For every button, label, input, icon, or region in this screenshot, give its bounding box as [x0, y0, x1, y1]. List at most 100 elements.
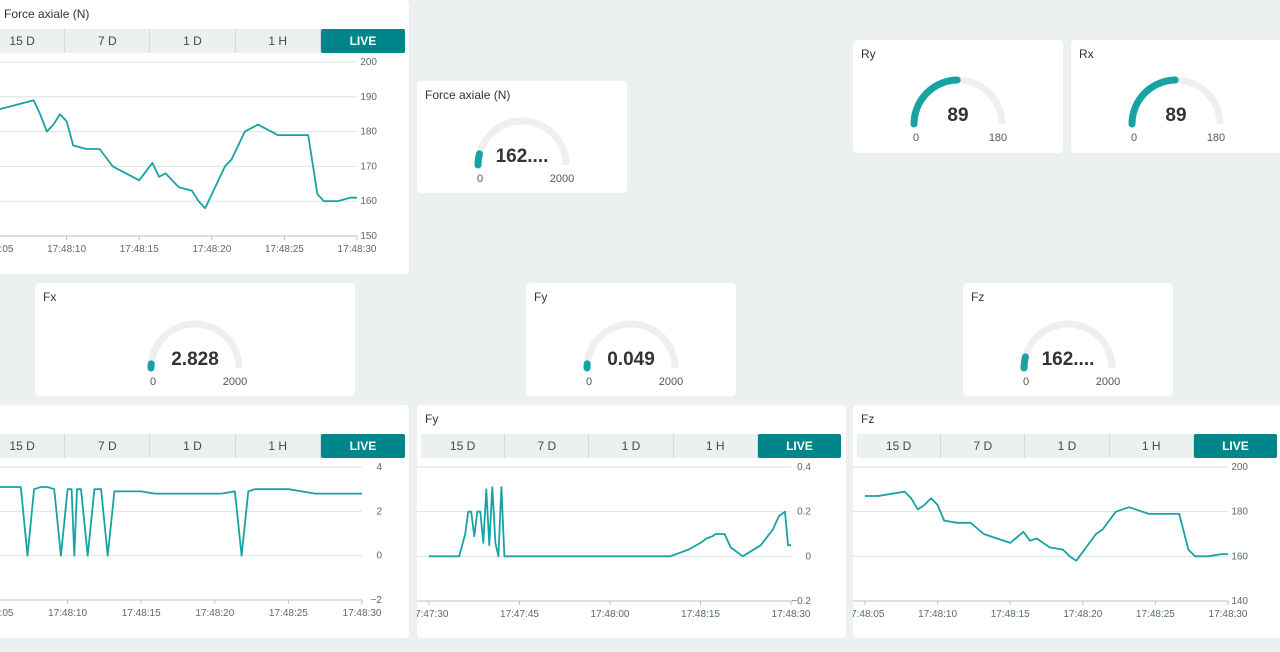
x-tick-label: 17:47:45	[500, 609, 539, 620]
fy-gauge-card: Fy 0.049 0 2000	[526, 283, 736, 396]
x-tick-label: 17:48:25	[265, 244, 304, 255]
tab-1d[interactable]: 1 D	[589, 434, 674, 458]
gauge-min: 0	[586, 376, 592, 388]
y-tick-label: 160	[360, 196, 377, 207]
ry-gauge-card: Ry 89 0 180	[853, 40, 1063, 153]
force-chart-tabs: 15 D 7 D 1 D 1 H LIVE	[0, 29, 406, 53]
gauge-min: 0	[1023, 376, 1029, 388]
tab-live[interactable]: LIVE	[1193, 434, 1278, 458]
tab-15d[interactable]: 15 D	[0, 29, 66, 53]
y-tick-label: 180	[1231, 507, 1248, 518]
y-tick-label: 170	[360, 161, 377, 172]
gauge-max: 180	[989, 132, 1007, 144]
tab-7d[interactable]: 7 D	[505, 434, 590, 458]
x-tick-label: 17:48:25	[269, 608, 308, 619]
rx-gauge-card: Rx 89 0 180	[1071, 40, 1280, 153]
tab-1h[interactable]: 1 H	[236, 434, 321, 458]
y-tick-label: 0	[376, 551, 382, 562]
gauge-max: 2000	[659, 376, 683, 388]
gauge-max: 2000	[550, 173, 574, 185]
gauge-min: 0	[913, 132, 919, 144]
rx-gauge: 89 0 180	[1128, 76, 1225, 144]
tab-1h[interactable]: 1 H	[236, 29, 321, 53]
fx-chart-card: 15 D 7 D 1 D 1 H LIVE −2 0 2 4 17:48:05 17:48…	[0, 405, 409, 638]
fz-chart-tabs: 15 D 7 D 1 D 1 H LIVE	[857, 434, 1278, 458]
y-tick-label: 0.2	[797, 507, 811, 518]
x-tick-label: 17:48:20	[1063, 609, 1102, 620]
tab-7d[interactable]: 7 D	[941, 434, 1026, 458]
force-gauge-card: Force axiale (N) 162.... 0 2000	[417, 81, 627, 193]
fx-gauge-card: Fx 2.828 0 2000	[35, 283, 355, 396]
y-tick-label: 180	[360, 127, 377, 138]
gauge-value: 162....	[496, 146, 549, 167]
tab-7d[interactable]: 7 D	[65, 434, 151, 458]
x-tick-label: 17:47:30	[417, 609, 449, 620]
series-line	[0, 99, 357, 210]
fy-chart-card: Fy 15 D 7 D 1 D 1 H LIVE −0.2 0 0.2 0.4 17:4…	[417, 405, 846, 638]
x-tick-label: 17:48:15	[991, 609, 1030, 620]
tab-15d[interactable]: 15 D	[421, 434, 506, 458]
fy-chart-tabs: 15 D 7 D 1 D 1 H LIVE	[421, 434, 842, 458]
tab-live[interactable]: LIVE	[320, 29, 406, 53]
x-tick-label: 17:48:30	[338, 244, 377, 255]
gauge-value: 162....	[1042, 349, 1095, 370]
y-tick-label: 0	[805, 551, 811, 562]
fx-gauge-title: Fx	[43, 290, 57, 304]
tab-live[interactable]: LIVE	[320, 434, 406, 458]
gauge-value: 89	[947, 105, 968, 126]
y-tick-label: 160	[1231, 551, 1248, 562]
y-tick-label: 200	[1231, 462, 1248, 473]
force-gauge: 162.... 0 2000	[474, 117, 574, 185]
gauge-fill	[1128, 76, 1179, 128]
gauge-max: 2000	[1096, 376, 1120, 388]
gauge-value: 0.049	[607, 349, 655, 370]
x-tick-label: 17:48:15	[120, 244, 159, 255]
gauge-max: 2000	[223, 376, 247, 388]
tab-15d[interactable]: 15 D	[857, 434, 942, 458]
tab-1h[interactable]: 1 H	[1110, 434, 1194, 458]
x-tick-label: 17:48:05	[0, 244, 14, 255]
gauge-track	[147, 320, 243, 369]
tab-7d[interactable]: 7 D	[65, 29, 151, 53]
fy-chart-title: Fy	[425, 412, 439, 426]
gauge-fill	[474, 150, 483, 169]
y-tick-label: 150	[360, 231, 377, 242]
x-tick-label: 17:48:20	[195, 608, 234, 619]
gauge-fill	[910, 76, 961, 128]
fx-chart-tabs: 15 D 7 D 1 D 1 H LIVE	[0, 434, 406, 458]
x-tick-label: 17:48:30	[343, 608, 382, 619]
ry-gauge-title: Ry	[861, 47, 876, 61]
x-tick-label: 17:48:30	[1209, 609, 1248, 620]
force-gauge-title: Force axiale (N)	[425, 88, 511, 102]
x-tick-label: 17:48:20	[192, 244, 231, 255]
y-tick-label: −0.2	[791, 596, 811, 607]
fz-chart-card: Fz 15 D 7 D 1 D 1 H LIVE 140 160 180 200 17:…	[853, 405, 1280, 638]
y-tick-label: 140	[1231, 596, 1248, 607]
series-line	[865, 490, 1228, 562]
gauge-track	[474, 117, 570, 166]
y-tick-label: −2	[371, 595, 383, 606]
tab-15d[interactable]: 15 D	[0, 434, 66, 458]
fz-gauge-title: Fz	[971, 290, 985, 304]
force-chart-plot: 150 160 170 180 190 200 17:48:05 17:48:10 17:48:…	[0, 57, 377, 255]
series-line	[429, 486, 791, 558]
y-tick-label: 4	[376, 462, 382, 473]
gauge-min: 0	[1131, 132, 1137, 144]
x-tick-label: 17:48:10	[48, 608, 87, 619]
tab-live[interactable]: LIVE	[757, 434, 842, 458]
fx-chart-plot: −2 0 2 4 17:48:05 17:48:10 17:48:15 17:48:20 17:…	[0, 462, 383, 619]
tab-1d[interactable]: 1 D	[150, 434, 236, 458]
tab-1d[interactable]: 1 D	[150, 29, 236, 53]
fz-chart-plot: 140 160 180 200 17:48:05 17:48:10 17:48:15 17:4…	[853, 462, 1248, 620]
force-chart-card: Force axiale (N) 15 D 7 D 1 D 1 H LIVE 1…	[0, 0, 409, 274]
series-line	[0, 486, 362, 557]
tab-1d[interactable]: 1 D	[1025, 434, 1110, 458]
gauge-value: 2.828	[171, 349, 219, 370]
fz-gauge: 162.... 0 2000	[1020, 320, 1120, 388]
tab-1h[interactable]: 1 H	[674, 434, 758, 458]
y-tick-label: 0.4	[797, 462, 811, 473]
x-tick-label: 17:48:15	[122, 608, 161, 619]
fy-gauge: 0.049 0 2000	[583, 320, 683, 388]
gauge-min: 0	[477, 173, 483, 185]
rx-gauge-title: Rx	[1079, 47, 1094, 61]
